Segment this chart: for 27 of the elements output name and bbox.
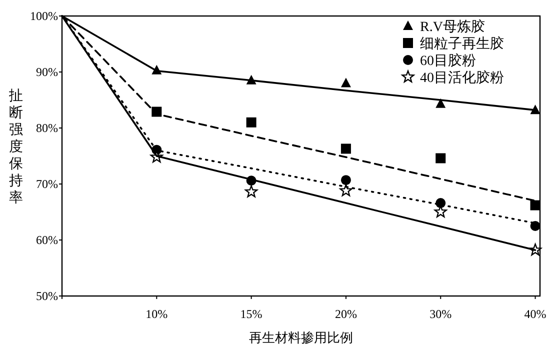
y-tick-label: 70% bbox=[36, 177, 58, 191]
point bbox=[436, 98, 446, 108]
legend-label: 细粒子再生胶 bbox=[420, 36, 504, 52]
x-tick-label: 10% bbox=[146, 307, 168, 321]
point bbox=[530, 200, 540, 210]
y-axis-title: 扯断强度保持率 bbox=[8, 88, 23, 206]
point bbox=[340, 78, 351, 88]
x-tick-label: 15% bbox=[240, 307, 262, 321]
legend-label: R.V母炼胶 bbox=[420, 19, 485, 35]
x-axis-title: 再生材料掺用比例 bbox=[249, 330, 353, 345]
y-tick-label: 90% bbox=[36, 65, 58, 79]
point bbox=[340, 144, 351, 154]
point bbox=[245, 185, 258, 198]
point bbox=[340, 175, 351, 186]
point bbox=[246, 117, 256, 128]
x-tick-label: 20% bbox=[334, 307, 357, 321]
y-tick-label: 80% bbox=[36, 121, 58, 135]
point bbox=[340, 184, 352, 196]
legend-label: 60目胶粉 bbox=[420, 53, 476, 69]
y-tick-label: 60% bbox=[36, 233, 58, 247]
x-tick-label: 30% bbox=[430, 307, 452, 321]
y-tick-label: 50% bbox=[36, 289, 58, 303]
point bbox=[436, 153, 446, 164]
point bbox=[530, 221, 540, 231]
y-tick-label: 100% bbox=[30, 9, 58, 23]
x-tick-label: 40% bbox=[524, 307, 546, 321]
legend-label: 40目活化胶粉 bbox=[420, 70, 504, 86]
